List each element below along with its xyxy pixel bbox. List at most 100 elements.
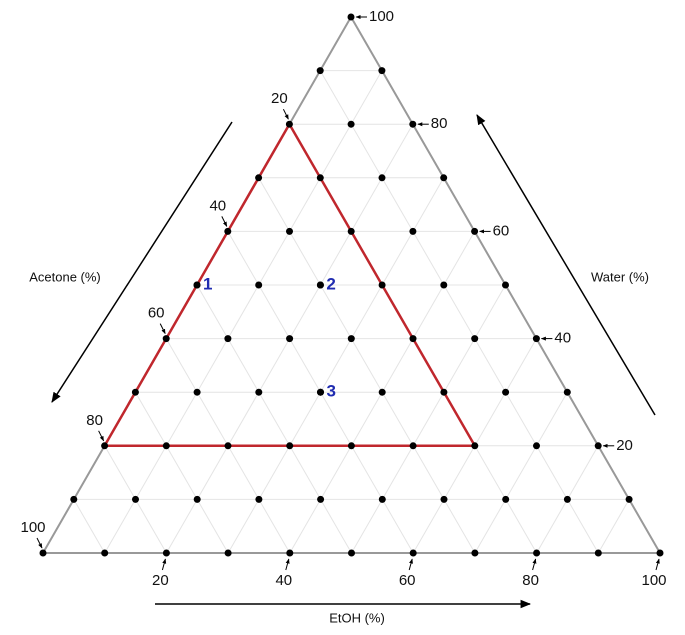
tick-arrow [221, 216, 228, 227]
grid-dot [348, 549, 355, 557]
grid-dot [502, 388, 510, 396]
grid-dot [101, 442, 109, 450]
grid-dot [625, 495, 633, 503]
grid-dot [594, 442, 602, 450]
grid-dot [162, 549, 170, 557]
grid-dot [286, 227, 293, 235]
tick-arrow [655, 558, 660, 571]
grid-dot [193, 495, 201, 503]
grid-dot [440, 281, 448, 289]
grid-dot [378, 281, 386, 289]
grid-dot [224, 549, 232, 557]
tick-label: 100 [641, 572, 666, 589]
grid-dot [471, 549, 479, 557]
grid-dot [347, 120, 355, 128]
point [317, 388, 324, 396]
grid-dot [532, 335, 540, 343]
tick-label: 100 [20, 519, 45, 536]
grid-dot [132, 495, 139, 503]
grid-dot [347, 227, 355, 235]
grid-dot [409, 549, 417, 557]
grid-dot [656, 549, 664, 557]
grid-dot [70, 495, 78, 503]
point-label: 2 [326, 274, 335, 293]
grid-line [319, 70, 599, 554]
grid-line [258, 177, 476, 554]
tick-arrow [36, 537, 43, 549]
point [193, 281, 201, 289]
grid-dot [533, 549, 541, 557]
tick-label: 60 [493, 222, 510, 239]
grid-dot [378, 174, 386, 182]
grid-dot [224, 335, 232, 343]
grid-line [474, 391, 568, 554]
grid-dot [378, 495, 386, 503]
grid-line [351, 284, 506, 554]
acetone-arrow [51, 121, 233, 403]
grid-line [227, 177, 445, 554]
tick-arrow [159, 323, 166, 335]
grid-dot [502, 281, 509, 289]
tick-label: 60 [399, 572, 416, 589]
grid-dot [39, 549, 47, 557]
tick-label: 40 [554, 330, 571, 347]
grid-dot [594, 549, 602, 557]
grid-line [134, 391, 229, 554]
grid-dot [533, 442, 540, 450]
axis-title: Acetone (%) [29, 269, 101, 284]
tick-label: 20 [616, 437, 633, 454]
grid-dot [286, 549, 294, 557]
grid-dot [193, 388, 201, 396]
point [316, 281, 324, 289]
grid-dot [347, 335, 355, 343]
tick-label: 20 [152, 572, 169, 589]
grid-dot [563, 495, 571, 503]
grid-dot [286, 442, 294, 450]
tick-label: 40 [275, 572, 292, 589]
grid-dot [409, 227, 417, 235]
grid-dot [440, 388, 448, 396]
tick-arrow [532, 558, 537, 571]
grid-dot [440, 495, 448, 503]
grid-dot [285, 120, 293, 128]
grid-line [597, 499, 630, 554]
axis-title: Water (%) [591, 269, 649, 284]
grid-dot [316, 67, 324, 75]
grid-dot [440, 174, 448, 182]
grid-dot [101, 549, 109, 557]
tick-arrow [282, 108, 289, 120]
grid-dot [255, 281, 263, 289]
grid-line [73, 499, 106, 554]
grid-dot [471, 227, 479, 235]
tick-label: 100 [369, 8, 394, 25]
grid-dot [316, 174, 324, 182]
grid-dot [162, 442, 170, 450]
grid-dot [502, 495, 510, 503]
tick-label: 60 [148, 305, 165, 322]
point-label: 1 [203, 274, 212, 293]
tick-arrow [408, 558, 413, 571]
grid-dot [347, 13, 355, 21]
grid-line [196, 284, 352, 554]
grid-dot [409, 442, 417, 450]
tick-label: 80 [522, 572, 539, 589]
grid-line [104, 70, 383, 554]
tick-label: 80 [431, 115, 448, 132]
grid-dot [471, 442, 479, 450]
grid-dot [224, 442, 232, 450]
grid-dot [471, 335, 479, 343]
grid-dot [378, 388, 386, 396]
grid-dot [255, 495, 263, 503]
tick-arrow [161, 558, 167, 571]
tick-label: 20 [271, 90, 288, 107]
grid-dot [255, 388, 263, 396]
grid-dot [162, 335, 170, 343]
grid-dot [563, 388, 571, 396]
tick-label: 40 [209, 197, 226, 214]
axis-title: EtOH (%) [329, 610, 385, 625]
grid-dot [286, 335, 294, 343]
grid-dot [224, 227, 232, 235]
grid-dot [347, 442, 355, 450]
grid-dot [255, 174, 263, 182]
